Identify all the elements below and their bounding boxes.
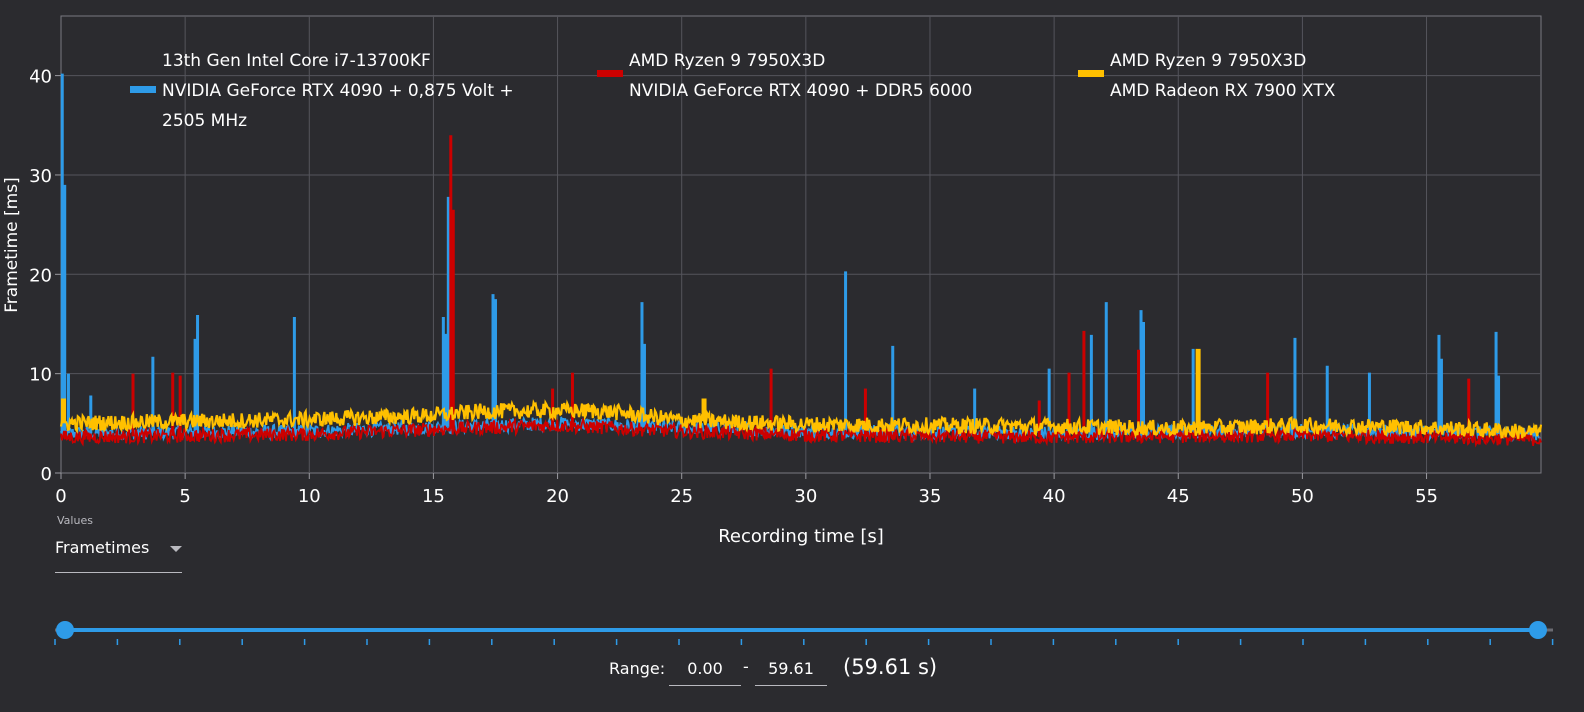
range-end-input[interactable] [755, 652, 827, 686]
x-tick-label: 40 [1043, 486, 1066, 507]
series-line [59, 399, 1543, 439]
x-tick-label: 50 [1291, 486, 1314, 507]
x-tick-label: 0 [55, 486, 66, 507]
legend-label: NVIDIA GeForce RTX 4090 + 0,875 Volt + [162, 81, 514, 101]
range-separator: - [743, 657, 749, 676]
legend-swatch [597, 70, 623, 77]
x-tick-label: 5 [179, 486, 190, 507]
y-axis-label: Frametime [ms] [2, 177, 22, 312]
y-tick-label: 30 [29, 166, 52, 187]
y-tick-label: 0 [41, 464, 52, 485]
y-tick-label: 40 [29, 67, 52, 88]
legend-label: AMD Ryzen 9 7950X3D [1110, 51, 1306, 71]
range-duration: (59.61 s) [843, 655, 938, 679]
legend-label: NVIDIA GeForce RTX 4090 + DDR5 6000 [629, 81, 972, 101]
legend-label: 13th Gen Intel Core i7-13700KF [162, 51, 431, 71]
x-tick-label: 15 [422, 486, 445, 507]
x-tick-label: 20 [546, 486, 569, 507]
range-row: Range: - (59.61 s) [0, 652, 1584, 692]
x-tick-label: 25 [670, 486, 693, 507]
range-slider-end-handle[interactable] [1529, 621, 1547, 639]
values-caption: Values [57, 514, 93, 527]
x-tick-label: 30 [794, 486, 817, 507]
x-tick-label: 55 [1415, 486, 1438, 507]
metric-select-value: Frametimes [55, 538, 150, 557]
y-tick-label: 10 [29, 365, 52, 386]
range-start-input[interactable] [669, 652, 741, 686]
y-tick-label: 20 [29, 265, 52, 286]
legend-label: AMD Ryzen 9 7950X3D [629, 51, 825, 71]
legend-label: AMD Radeon RX 7900 XTX [1110, 81, 1336, 101]
metric-select[interactable]: Frametimes [55, 532, 182, 573]
legend-swatch [130, 86, 156, 93]
range-slider-start-handle[interactable] [56, 621, 74, 639]
range-label: Range: [609, 659, 666, 678]
x-tick-label: 45 [1167, 486, 1190, 507]
chevron-down-icon[interactable] [170, 546, 182, 552]
x-tick-label: 10 [298, 486, 321, 507]
legend-label: 2505 MHz [162, 111, 247, 131]
series-3 [59, 348, 1543, 439]
legend-swatch [1078, 70, 1104, 77]
x-tick-label: 35 [919, 486, 942, 507]
x-axis-label: Recording time [s] [718, 526, 884, 547]
